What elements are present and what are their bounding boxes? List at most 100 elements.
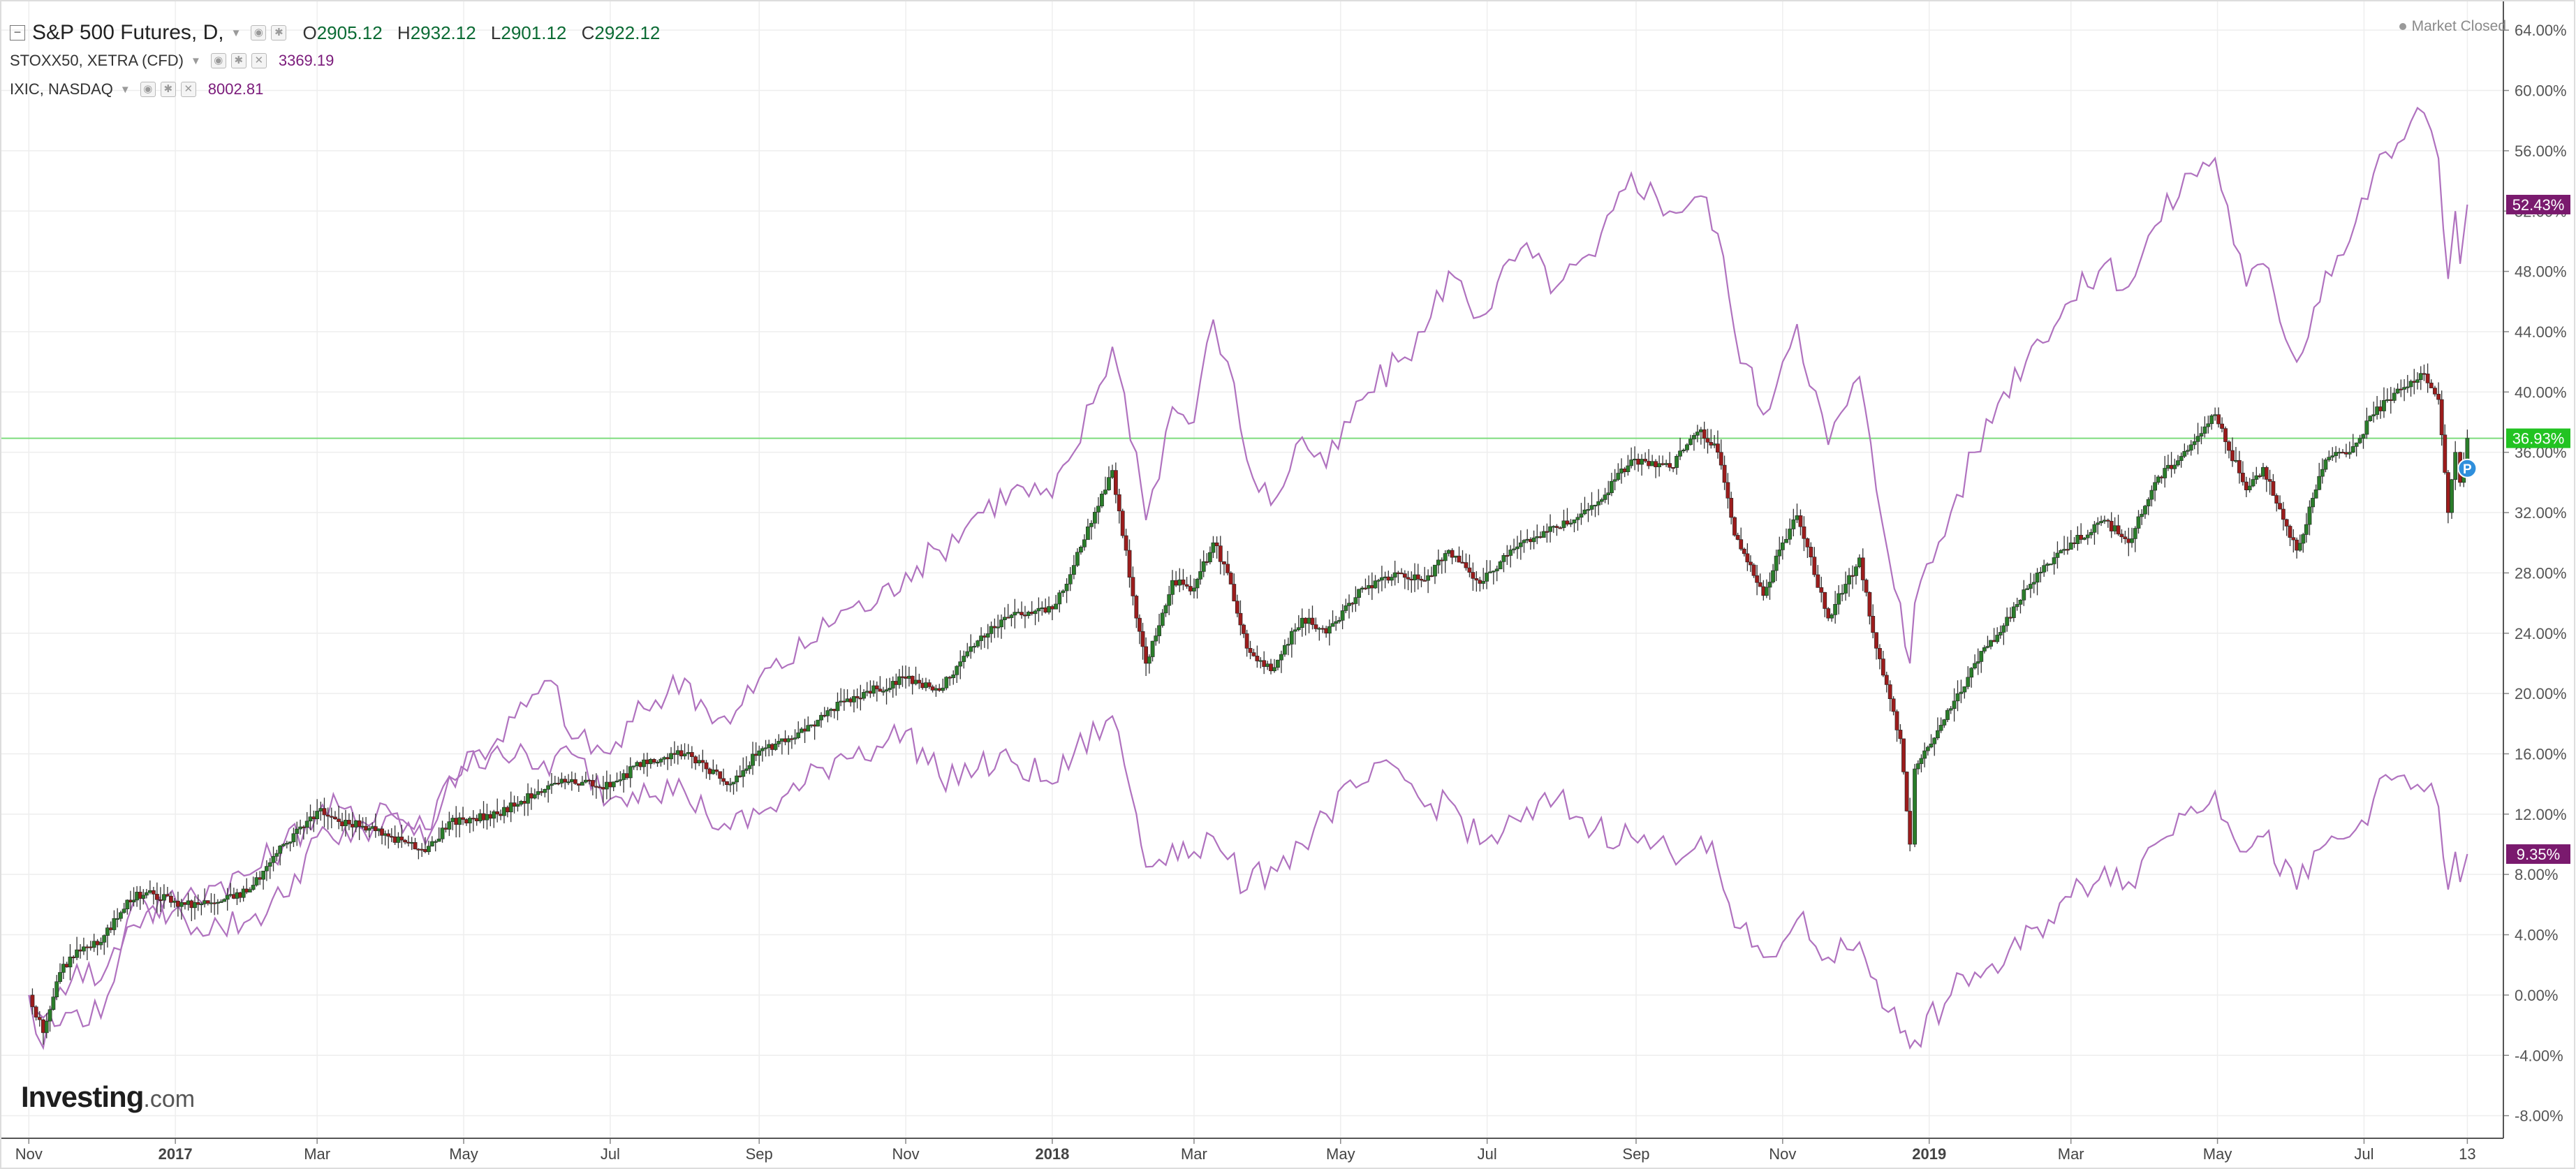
candle-down	[2240, 473, 2245, 483]
candle-down	[454, 818, 459, 825]
candle-down	[95, 941, 100, 946]
candle-down	[1020, 612, 1024, 615]
candle-down	[481, 813, 486, 821]
candle-up	[806, 725, 811, 732]
candle-down	[1184, 584, 1189, 587]
candle-up	[958, 661, 963, 667]
y-tick-label: 48.00%	[2515, 263, 2567, 281]
eye-icon[interactable]: ◉	[140, 82, 156, 97]
candle-up	[618, 779, 623, 781]
x-tick-label: Nov	[1769, 1145, 1796, 1163]
candle-up	[122, 909, 126, 913]
candle-down	[1255, 656, 1260, 661]
candle-up	[1413, 574, 1417, 580]
candle-down	[1749, 561, 1753, 566]
candle-up	[1446, 550, 1451, 554]
candle-down	[420, 848, 425, 851]
candle-up	[1948, 708, 1953, 711]
candle-up	[1340, 610, 1345, 621]
candle-up	[962, 656, 966, 662]
candle-down	[878, 689, 883, 692]
candle-down	[1214, 542, 1219, 546]
candle-down	[597, 786, 602, 788]
candle-up	[298, 826, 302, 830]
candle-up	[1919, 758, 1924, 764]
compare-nasdaq-label[interactable]: IXIC, NASDAQ	[10, 80, 113, 98]
candle-up	[1633, 459, 1637, 461]
candle-up	[2209, 415, 2214, 425]
compare-nasdaq-value: 8002.81	[207, 80, 264, 98]
candle-down	[1722, 464, 1727, 483]
last-value-badges: 52.43% 36.93% 9.35%	[2506, 194, 2570, 865]
y-tick-label: 56.00%	[2515, 142, 2567, 160]
close-icon[interactable]: ✕	[180, 82, 196, 97]
candle-down	[1647, 461, 1651, 466]
candle-up	[304, 821, 309, 828]
candle-up	[569, 779, 574, 782]
candle-down	[461, 817, 465, 820]
candle-up	[546, 785, 551, 790]
candle-down	[1505, 554, 1510, 557]
collapse-legend-button[interactable]: −	[10, 25, 25, 41]
candle-up	[1002, 617, 1007, 620]
candle-down	[1908, 811, 1913, 845]
candle-down	[37, 1017, 42, 1020]
main-symbol-label[interactable]: S&P 500 Futures, D,	[32, 21, 224, 44]
candle-up	[1522, 540, 1526, 543]
candle-up	[261, 870, 265, 880]
candle-up	[552, 783, 557, 785]
candle-up	[199, 903, 204, 906]
candle-up	[2251, 479, 2255, 487]
candle-up	[1561, 520, 1566, 528]
x-tick-label: May	[449, 1145, 478, 1163]
candle-up	[1296, 627, 1301, 631]
eye-icon[interactable]: ◉	[251, 25, 267, 41]
candle-down	[1819, 587, 1824, 593]
gear-icon[interactable]: ✱	[230, 53, 246, 68]
candle-up	[2085, 534, 2090, 538]
candle-up	[1695, 432, 1700, 436]
candle-up	[1606, 492, 1611, 495]
candle-up	[2357, 438, 2362, 443]
candle-up	[1973, 663, 1977, 669]
candle-down	[78, 949, 82, 952]
candle-up	[1107, 477, 1111, 490]
candle-up	[1854, 566, 1858, 576]
gear-icon[interactable]: ✱	[271, 25, 287, 41]
compare-stoxx-label[interactable]: STOXX50, XETRA (CFD)	[10, 52, 184, 69]
candle-down	[529, 793, 533, 799]
candle-up	[1436, 559, 1441, 566]
candle-up	[396, 837, 401, 843]
candle-up	[44, 1020, 49, 1034]
chevron-down-icon[interactable]: ▼	[119, 83, 131, 96]
candle-up	[1327, 626, 1332, 634]
candle-up	[288, 841, 293, 844]
chevron-down-icon[interactable]: ▼	[230, 27, 242, 39]
candle-down	[495, 811, 500, 815]
candle-down	[1850, 575, 1855, 577]
candle-up	[1157, 625, 1161, 636]
candle-up	[144, 892, 149, 896]
gear-icon[interactable]: ✱	[160, 82, 176, 97]
candle-up	[2317, 476, 2322, 490]
candle-down	[1174, 580, 1179, 586]
candle-up	[884, 689, 889, 692]
candle-up	[2323, 459, 2328, 470]
close-icon[interactable]: ✕	[251, 53, 267, 68]
candle-up	[1952, 700, 1957, 710]
candle-up	[58, 972, 62, 983]
candle-down	[403, 839, 407, 843]
dividend-marker-icon	[2457, 458, 2478, 478]
candle-up	[295, 828, 300, 835]
candle-up	[251, 885, 256, 890]
candle-up	[1265, 663, 1270, 667]
candle-up	[161, 894, 166, 901]
y-tick-label: 32.00%	[2515, 504, 2567, 522]
eye-icon[interactable]: ◉	[210, 53, 226, 68]
market-status: Market Closed	[2399, 18, 2506, 35]
candle-down	[2223, 428, 2228, 442]
candle-up	[611, 781, 616, 788]
candle-up	[1593, 504, 1598, 507]
chevron-down-icon[interactable]: ▼	[190, 54, 201, 67]
